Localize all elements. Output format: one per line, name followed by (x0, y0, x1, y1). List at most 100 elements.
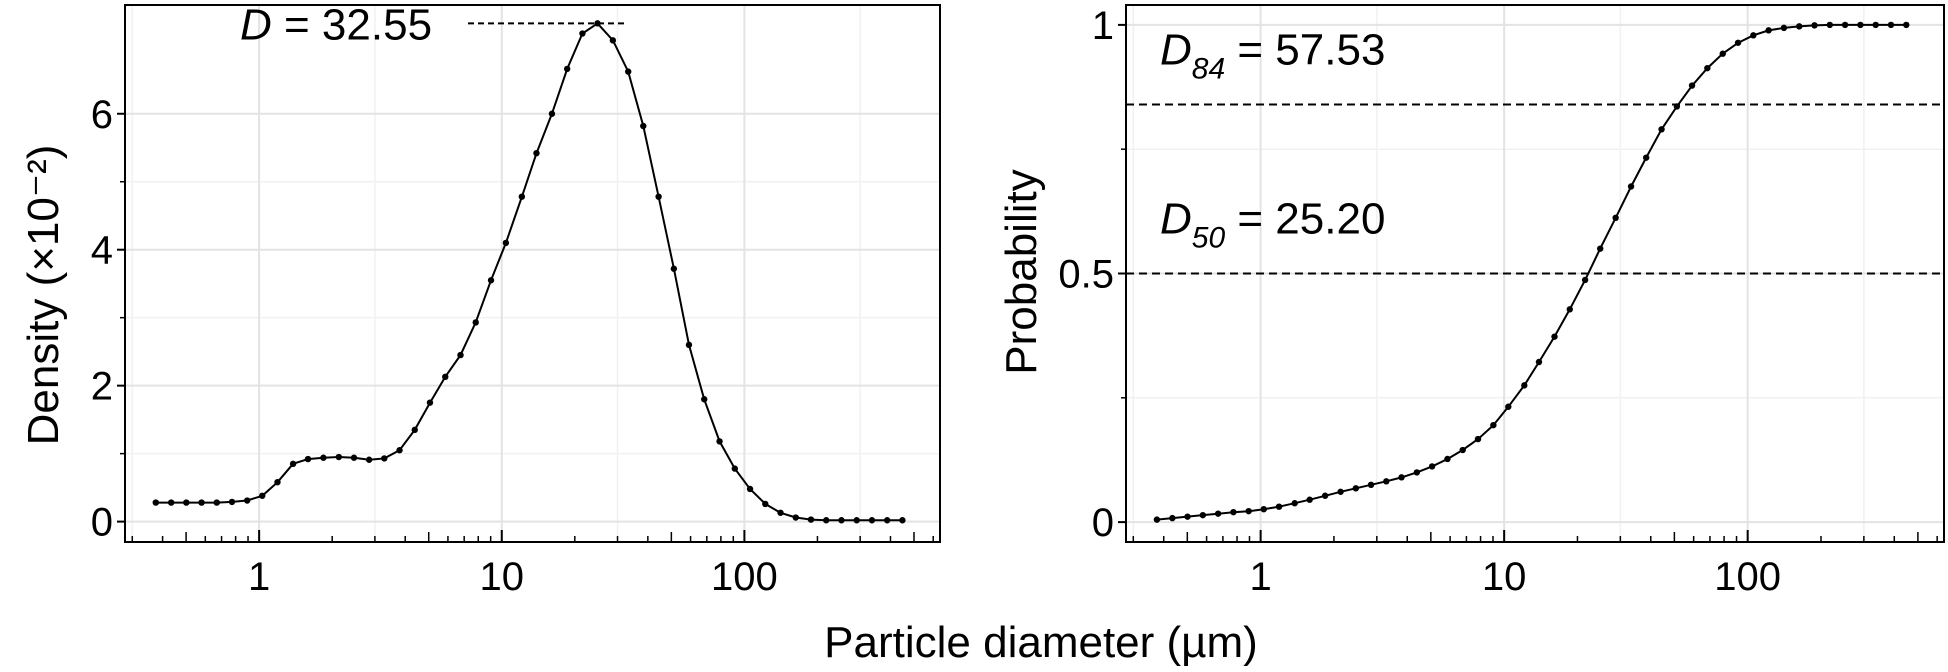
density-x-tick-label: 100 (711, 555, 778, 599)
density-plot-area (125, 5, 940, 542)
density-data-point (716, 438, 723, 445)
density-data-point (472, 319, 479, 326)
probability-data-point (1903, 21, 1910, 29)
density-data-point (259, 492, 266, 499)
density-panel: Density (×10⁻²) 0 2 4 6 1 10 100 D = 32.55 (19, 0, 941, 599)
probability-data-point (1826, 21, 1834, 29)
annotation-variable: D (1160, 195, 1192, 244)
density-data-point (701, 396, 708, 403)
density-data-point (228, 498, 236, 506)
density-x-tick-label: 10 (480, 555, 525, 599)
probability-data-point (1597, 245, 1604, 252)
density-data-point (609, 37, 617, 44)
probability-data-point (1872, 21, 1879, 29)
density-data-point (183, 499, 190, 506)
annotation-value: = 32.55 (272, 0, 432, 49)
density-data-point (320, 454, 327, 461)
probability-data-point (1275, 503, 1283, 510)
annotation-value: = 57.53 (1225, 25, 1385, 74)
density-data-point (381, 455, 388, 462)
density-data-point (640, 122, 647, 130)
density-data-point (823, 517, 830, 524)
probability-data-point (1796, 23, 1803, 30)
density-data-point (762, 500, 769, 508)
density-data-point (411, 426, 418, 434)
probability-data-point (1459, 446, 1466, 454)
probability-data-point (1398, 474, 1405, 481)
density-data-point (548, 110, 556, 117)
probability-x-tick-label: 100 (1714, 555, 1781, 599)
probability-data-point (1184, 513, 1191, 520)
density-data-point (152, 499, 159, 506)
probability-data-point (1612, 214, 1619, 222)
probability-data-point (1490, 421, 1497, 429)
density-data-point (396, 447, 403, 454)
probability-data-point (1474, 435, 1482, 443)
density-data-point (518, 193, 526, 200)
probability-data-point (1658, 126, 1665, 133)
probability-data-point (1260, 505, 1267, 513)
probability-data-point (1642, 154, 1650, 161)
probability-data-point (1444, 455, 1451, 463)
probability-data-point (1857, 21, 1864, 29)
probability-data-point (1780, 24, 1788, 32)
probability-data-point (1521, 382, 1528, 389)
probability-data-point (1734, 39, 1742, 46)
probability-data-point (1688, 82, 1696, 89)
density-y-tick-label: 0 (91, 501, 113, 545)
density-y-tick-label: 6 (91, 93, 113, 137)
density-data-point (746, 485, 754, 493)
probability-data-point (1750, 32, 1757, 39)
density-data-point (198, 499, 205, 506)
probability-data-point (1428, 463, 1436, 470)
probability-data-point (1551, 333, 1558, 340)
probability-data-point (1765, 27, 1772, 34)
density-data-point (838, 517, 845, 524)
density-data-point (304, 455, 312, 463)
d84-annotation: D84 = 57.53 (1160, 25, 1385, 85)
density-x-tick-label: 1 (248, 555, 270, 599)
d50-annotation: D50 = 25.20 (1160, 195, 1385, 255)
annotation-variable: D (240, 0, 272, 49)
density-data-point (502, 239, 510, 247)
density-data-point (792, 514, 799, 521)
probability-x-tick-label: 10 (1482, 555, 1527, 599)
density-data-point (670, 265, 678, 272)
density-data-point (685, 341, 693, 349)
density-panel-border (124, 4, 941, 543)
probability-y-tick-label: 0 (1092, 501, 1114, 545)
probability-data-point (1811, 22, 1818, 29)
probability-data-point (1153, 516, 1161, 523)
probability-data-point (1321, 492, 1329, 499)
density-y-axis-title: Density (×10⁻²) (19, 145, 68, 446)
density-data-point (244, 497, 251, 504)
density-data-point (655, 193, 662, 200)
probability-data-point (1169, 514, 1176, 522)
density-data-point (457, 351, 464, 359)
density-data-point (365, 456, 373, 463)
density-data-point (625, 68, 632, 75)
annotation-subscript: 50 (1192, 222, 1226, 255)
annotation-variable: D (1160, 25, 1192, 74)
probability-data-point (1291, 500, 1298, 507)
probability-data-point (1673, 103, 1681, 110)
annotation-subscript: 84 (1192, 52, 1225, 85)
probability-data-point (1413, 469, 1421, 476)
density-data-point (167, 499, 175, 506)
probability-data-point (1337, 488, 1344, 495)
peak-diameter-annotation: D = 32.55 (240, 0, 432, 49)
density-data-point (350, 454, 358, 461)
probability-data-point (1306, 496, 1313, 503)
density-data-point (579, 30, 586, 37)
probability-data-point (1581, 276, 1589, 284)
density-data-point (426, 399, 434, 406)
density-data-point (563, 65, 571, 73)
probability-data-point (1535, 358, 1543, 366)
probability-data-point (1245, 507, 1252, 515)
density-y-tick-label: 2 (91, 365, 113, 409)
probability-data-point (1887, 21, 1895, 29)
probability-data-point (1566, 306, 1573, 313)
probability-data-point (1841, 21, 1849, 29)
